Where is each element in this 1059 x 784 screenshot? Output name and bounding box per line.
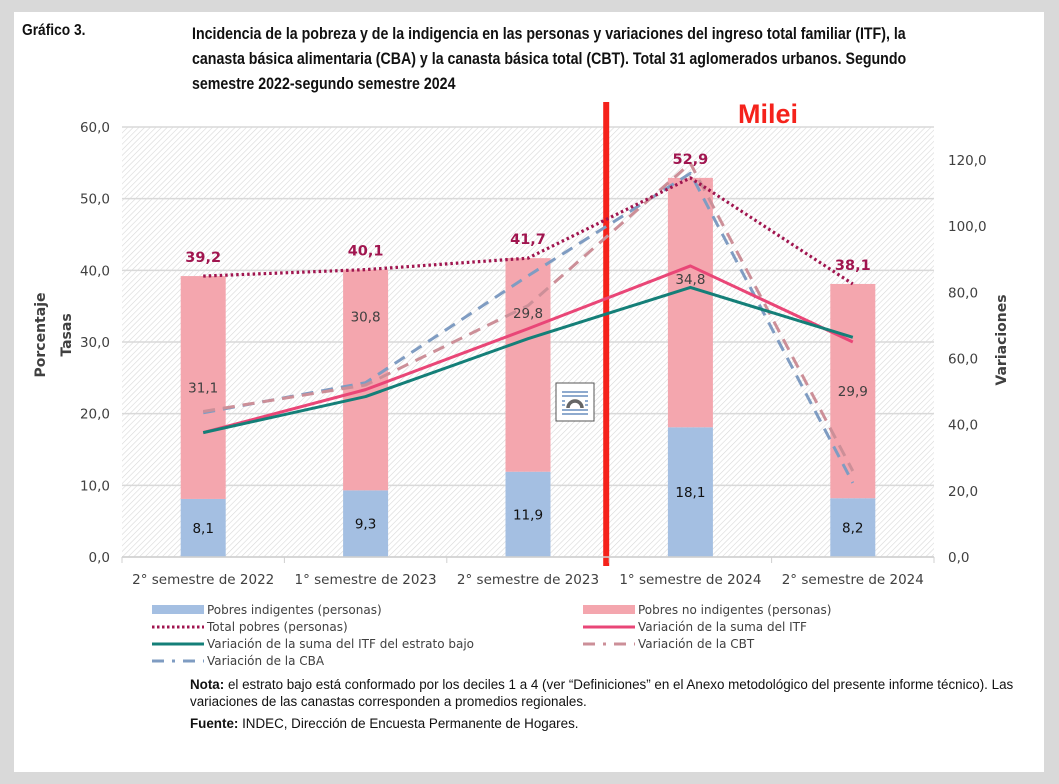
data-label-no-indigentes: 29,9 — [838, 384, 868, 400]
data-label-no-indigentes: 34,8 — [675, 272, 705, 288]
y2-tick-label: 80,0 — [948, 285, 978, 301]
icon-arch — [566, 399, 584, 409]
nota-text: el estrato bajo está conformado por los … — [190, 677, 1014, 709]
data-label-total-pobres: 41,7 — [510, 232, 546, 248]
y2-tick-label: 120,0 — [948, 153, 987, 169]
y-tick-label: 50,0 — [80, 192, 110, 208]
notes: Nota: el estrato bajo está conformado po… — [190, 676, 1020, 737]
legend-item: Pobres no indigentes (personas) — [583, 603, 831, 617]
legend-swatch — [152, 605, 204, 614]
legend-item: Total pobres (personas) — [152, 620, 348, 634]
legend-swatch — [583, 605, 635, 614]
data-label-no-indigentes: 31,1 — [188, 381, 218, 397]
y2-axis-title: Variaciones — [994, 294, 1010, 385]
legend-item: Pobres indigentes (personas) — [152, 603, 382, 617]
bar-pobres-no-indigentes — [343, 269, 389, 491]
figure-label: Gráfico 3. — [22, 22, 86, 39]
y-tick-label: 60,0 — [80, 120, 110, 136]
legend-label: Variación de la suma del ITF del estrato… — [207, 637, 474, 651]
data-label-total-pobres: 38,1 — [835, 258, 871, 274]
text-wrap-layout-icon — [555, 382, 595, 422]
line-total-pobres-personas- — [203, 176, 854, 286]
legend-label: Pobres indigentes (personas) — [207, 603, 382, 617]
legend-label: Pobres no indigentes (personas) — [638, 603, 831, 617]
x-tick-label: 2° semestre de 2022 — [132, 572, 274, 588]
y-axis-title-line: Porcentaje — [33, 293, 49, 378]
line-variaci-n-de-la-suma-del-itf-del-estrato-bajo — [202, 285, 854, 435]
nota: Nota: el estrato bajo está conformado po… — [190, 676, 1020, 710]
nota-label: Nota: — [190, 677, 225, 692]
legend-label: Variación de la CBT — [638, 637, 755, 651]
bar-pobres-no-indigentes — [667, 177, 713, 428]
data-label-indigentes: 8,2 — [842, 521, 863, 537]
bar-pobres-indigentes — [505, 471, 551, 557]
x-tick-label: 1° semestre de 2024 — [619, 572, 761, 588]
y2-tick-label: 0,0 — [948, 550, 969, 566]
data-label-no-indigentes: 30,8 — [351, 310, 381, 326]
legend-item: Variación de la CBA — [152, 654, 325, 668]
legend-label: Total pobres (personas) — [206, 620, 348, 634]
bar-pobres-no-indigentes — [180, 276, 226, 499]
y-tick-label: 10,0 — [80, 478, 110, 494]
y2-tick-label: 100,0 — [948, 219, 987, 235]
y2-tick-label: 20,0 — [948, 484, 978, 500]
bar-pobres-indigentes — [180, 498, 226, 557]
legend-label: Variación de la CBA — [207, 654, 325, 668]
data-label-indigentes: 8,1 — [192, 521, 213, 537]
bar-pobres-indigentes — [830, 498, 876, 557]
fuente-text: INDEC, Dirección de Encuesta Permanente … — [238, 716, 579, 731]
line-variaci-n-de-la-cbt — [202, 161, 855, 472]
bar-pobres-indigentes — [667, 427, 713, 557]
data-label-total-pobres: 40,1 — [348, 244, 384, 260]
y2-tick-label: 60,0 — [948, 352, 978, 368]
bar-pobres-no-indigentes — [830, 283, 876, 499]
line-variaci-n-de-la-suma-del-itf — [202, 264, 854, 435]
bar-pobres-indigentes — [343, 490, 389, 557]
y-tick-label: 30,0 — [80, 335, 110, 351]
legend-item: Variación de la CBT — [583, 637, 755, 651]
x-tick-label: 1° semestre de 2023 — [295, 572, 437, 588]
data-label-no-indigentes: 29,8 — [513, 306, 543, 322]
legend-item: Variación de la suma del ITF — [583, 620, 807, 634]
y-tick-label: 0,0 — [89, 550, 110, 566]
data-label-total-pobres: 52,9 — [673, 152, 709, 168]
data-label-indigentes: 9,3 — [355, 517, 376, 533]
figure-title: Incidencia de la pobreza y de la indigen… — [192, 25, 907, 93]
y-tick-label: 40,0 — [80, 263, 110, 279]
data-label-indigentes: 11,9 — [513, 507, 543, 523]
milei-annotation: Milei — [738, 99, 798, 129]
y2-tick-label: 40,0 — [948, 418, 978, 434]
legend-label: Variación de la suma del ITF — [638, 620, 807, 634]
legend-item: Variación de la suma del ITF del estrato… — [152, 637, 474, 651]
fuente-label: Fuente: — [190, 716, 239, 731]
y-tick-label: 20,0 — [80, 407, 110, 423]
y-axis-title: Porcentaje — [33, 293, 49, 378]
y-axis-title: Tasas — [59, 313, 75, 356]
fuente: Fuente: INDEC, Dirección de Encuesta Per… — [190, 715, 1020, 732]
data-label-indigentes: 18,1 — [675, 485, 705, 501]
data-label-total-pobres: 39,2 — [185, 250, 221, 266]
x-tick-label: 2° semestre de 2023 — [457, 572, 599, 588]
x-tick-label: 2° semestre de 2024 — [782, 572, 924, 588]
